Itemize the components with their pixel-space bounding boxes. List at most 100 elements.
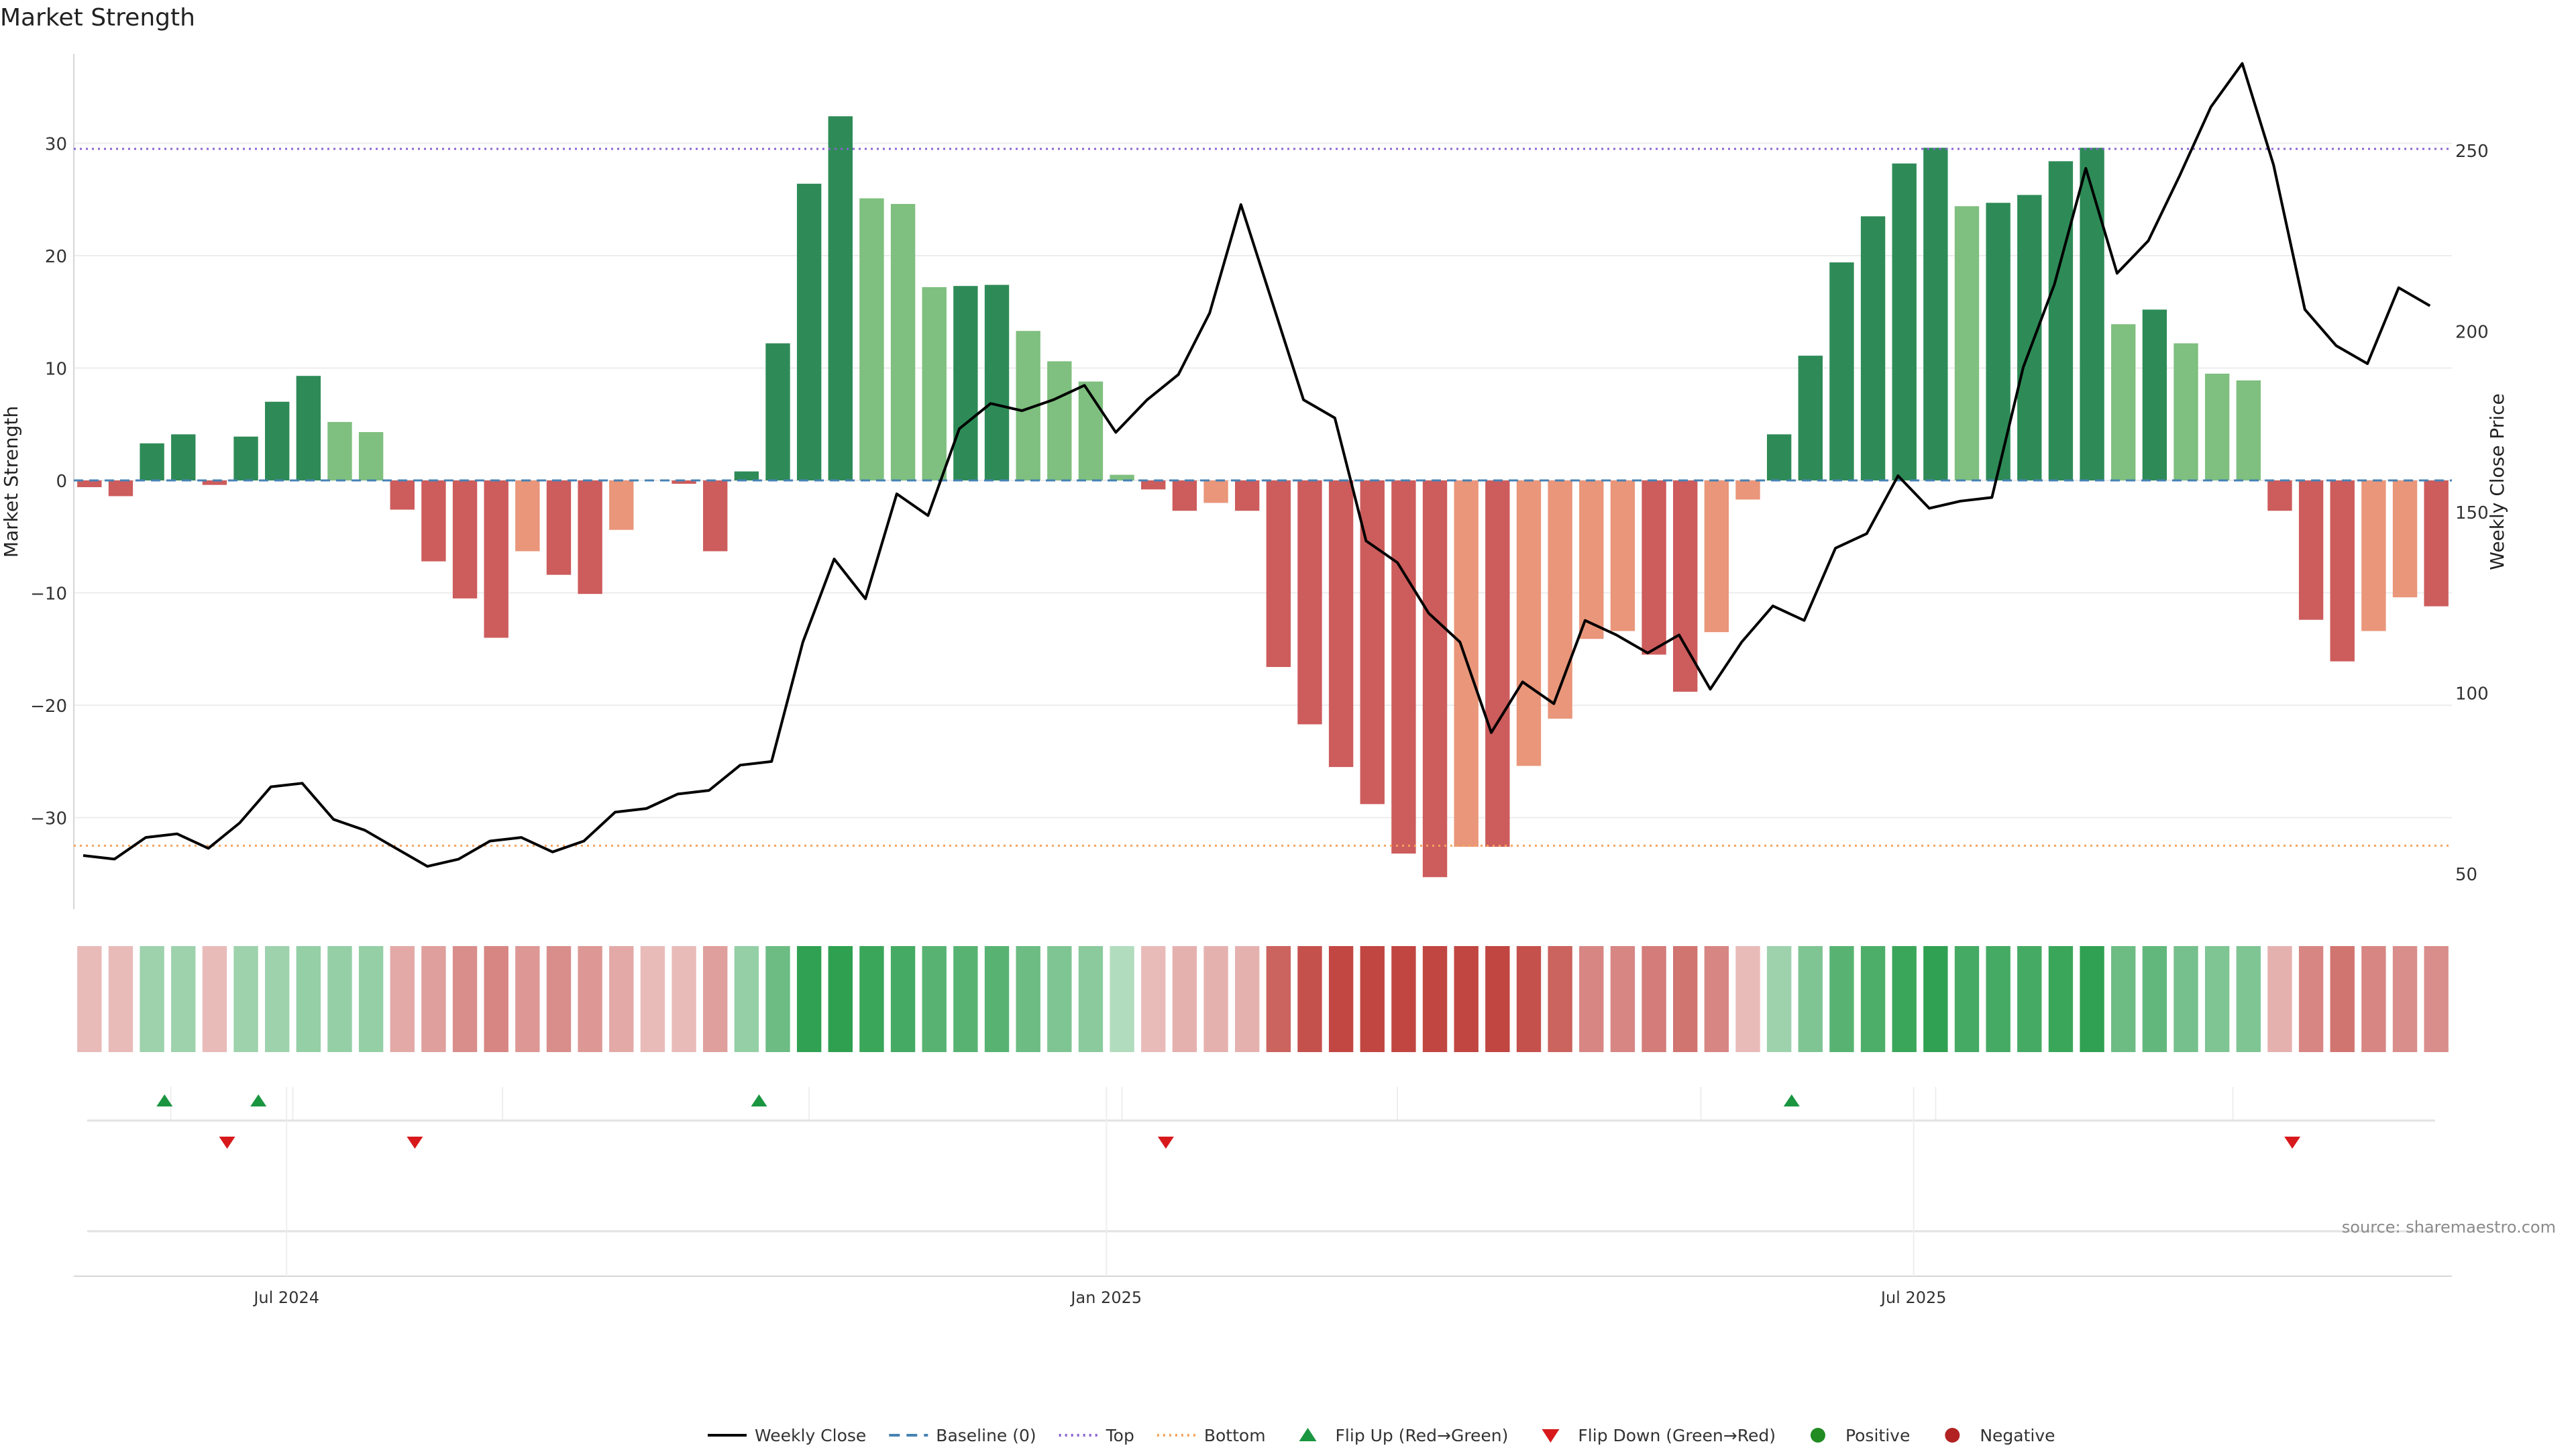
- y2-tick-label: 100: [2455, 684, 2489, 705]
- heat-cell: [1579, 946, 1604, 1052]
- weekly-close-series: [83, 62, 2431, 868]
- heat-cell: [1391, 946, 1416, 1052]
- x-tick-label: Jan 2025: [1069, 1288, 1142, 1307]
- y-tick-label: −10: [30, 584, 67, 605]
- strength-bar: [2204, 373, 2230, 480]
- strength-bar: [358, 431, 384, 480]
- heat-cell: [1766, 946, 1792, 1052]
- strength-bar: [1892, 163, 1917, 480]
- strength-bar: [859, 198, 884, 480]
- strength-bar: [828, 116, 853, 481]
- strength-bar: [2392, 480, 2418, 598]
- strength-bar: [2174, 343, 2198, 480]
- strength-bar: [296, 376, 321, 480]
- heat-cell: [2111, 946, 2136, 1052]
- strength-heatmap-strip: [77, 946, 2449, 1052]
- heat-cell: [1986, 946, 2010, 1052]
- strength-bar: [1923, 148, 1948, 480]
- flip-up-marker: [751, 1094, 767, 1106]
- heat-cell: [2330, 946, 2355, 1052]
- source-note: source: sharemaestro.com: [2342, 1218, 2556, 1237]
- strength-bar: [2017, 195, 2042, 480]
- strength-bar: [1548, 480, 1572, 719]
- strength-bar: [140, 443, 164, 480]
- heat-cell: [2017, 946, 2042, 1052]
- heat-cell: [2392, 946, 2418, 1052]
- heat-cell: [515, 946, 540, 1052]
- heat-cell: [1360, 946, 1385, 1052]
- flip-markers: [87, 1087, 2435, 1233]
- heat-cell: [953, 946, 978, 1052]
- legend-label: Positive: [1845, 1426, 1910, 1445]
- heat-cell: [672, 946, 696, 1052]
- legend-item: Negative: [1945, 1426, 2055, 1445]
- flip-down-marker: [219, 1137, 235, 1149]
- strength-bar: [1766, 434, 1792, 480]
- strength-bar: [1422, 480, 1448, 878]
- heat-cell: [2267, 946, 2292, 1052]
- heat-cell: [1328, 946, 1354, 1052]
- legend-item: Weekly Close: [708, 1426, 866, 1445]
- heat-cell: [140, 946, 164, 1052]
- heat-cell: [202, 946, 227, 1052]
- strength-bar: [796, 183, 822, 480]
- strength-bar: [1078, 381, 1104, 480]
- y-tick-label: 20: [45, 247, 67, 267]
- legend-swatch: [1945, 1428, 1960, 1443]
- y2-tick-label: 150: [2455, 503, 2489, 523]
- y2-tick-label: 200: [2455, 323, 2489, 343]
- strength-bar: [1516, 480, 1542, 766]
- flip-down-marker: [1157, 1137, 1174, 1149]
- y-tick-label: −30: [30, 809, 67, 829]
- strength-bar: [202, 480, 227, 485]
- strength-bar: [1172, 480, 1197, 511]
- strength-bar: [1829, 262, 1854, 480]
- strength-bar: [1954, 206, 1980, 480]
- strength-bar: [1047, 361, 1072, 480]
- legend-swatch: [1299, 1428, 1317, 1441]
- heat-cell: [1203, 946, 1228, 1052]
- heat-cell: [640, 946, 665, 1052]
- heat-cell: [1610, 946, 1635, 1052]
- strength-bar: [421, 480, 446, 562]
- chart-title: Market Strength: [0, 4, 195, 32]
- strength-bar: [922, 287, 947, 480]
- legend-item: Top: [1059, 1426, 1134, 1445]
- heat-cell: [296, 946, 321, 1052]
- heat-cell: [1422, 946, 1448, 1052]
- heat-cell: [171, 946, 196, 1052]
- strength-bar: [1798, 356, 1823, 480]
- heat-cell: [546, 946, 572, 1052]
- strength-bar: [1110, 474, 1134, 480]
- heat-cell: [1548, 946, 1572, 1052]
- strength-bar: [890, 203, 916, 480]
- strength-bar: [1860, 216, 1886, 480]
- heat-cell: [1454, 946, 1479, 1052]
- heat-cell: [2174, 946, 2198, 1052]
- strength-bar: [515, 480, 540, 552]
- heat-cell: [77, 946, 102, 1052]
- legend-item: Flip Down (Green→Red): [1542, 1426, 1776, 1445]
- strength-bar: [1642, 480, 1666, 655]
- strength-bar: [1391, 480, 1416, 854]
- heat-cell: [1485, 946, 1510, 1052]
- strength-bar: [171, 434, 196, 480]
- heat-cell: [1860, 946, 1886, 1052]
- heat-cell: [264, 946, 290, 1052]
- strength-bar: [2267, 480, 2292, 511]
- weekly-close-line: [83, 62, 2431, 868]
- strength-bar: [484, 480, 508, 638]
- strength-bar: [233, 436, 258, 480]
- strength-bar: [1610, 480, 1635, 631]
- flip-down-marker: [2284, 1137, 2301, 1149]
- legend-label: Flip Up (Red→Green): [1336, 1426, 1509, 1445]
- legend: Weekly Close Baseline (0) Top Bottom Flip Up…: [708, 1426, 2055, 1445]
- heat-cell: [1798, 946, 1823, 1052]
- x-tick-label: Jul 2025: [1880, 1288, 1947, 1307]
- heat-cell: [1829, 946, 1854, 1052]
- legend-item: Flip Up (Red→Green): [1299, 1426, 1509, 1445]
- x-tick-label: Jul 2024: [252, 1288, 319, 1307]
- flip-up-marker: [250, 1094, 267, 1106]
- heat-cell: [984, 946, 1010, 1052]
